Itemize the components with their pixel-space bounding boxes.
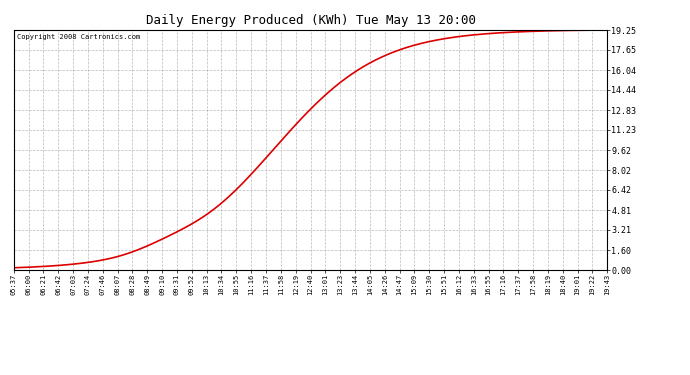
Title: Daily Energy Produced (KWh) Tue May 13 20:00: Daily Energy Produced (KWh) Tue May 13 2… (146, 15, 475, 27)
Text: Copyright 2008 Cartronics.com: Copyright 2008 Cartronics.com (17, 34, 140, 40)
